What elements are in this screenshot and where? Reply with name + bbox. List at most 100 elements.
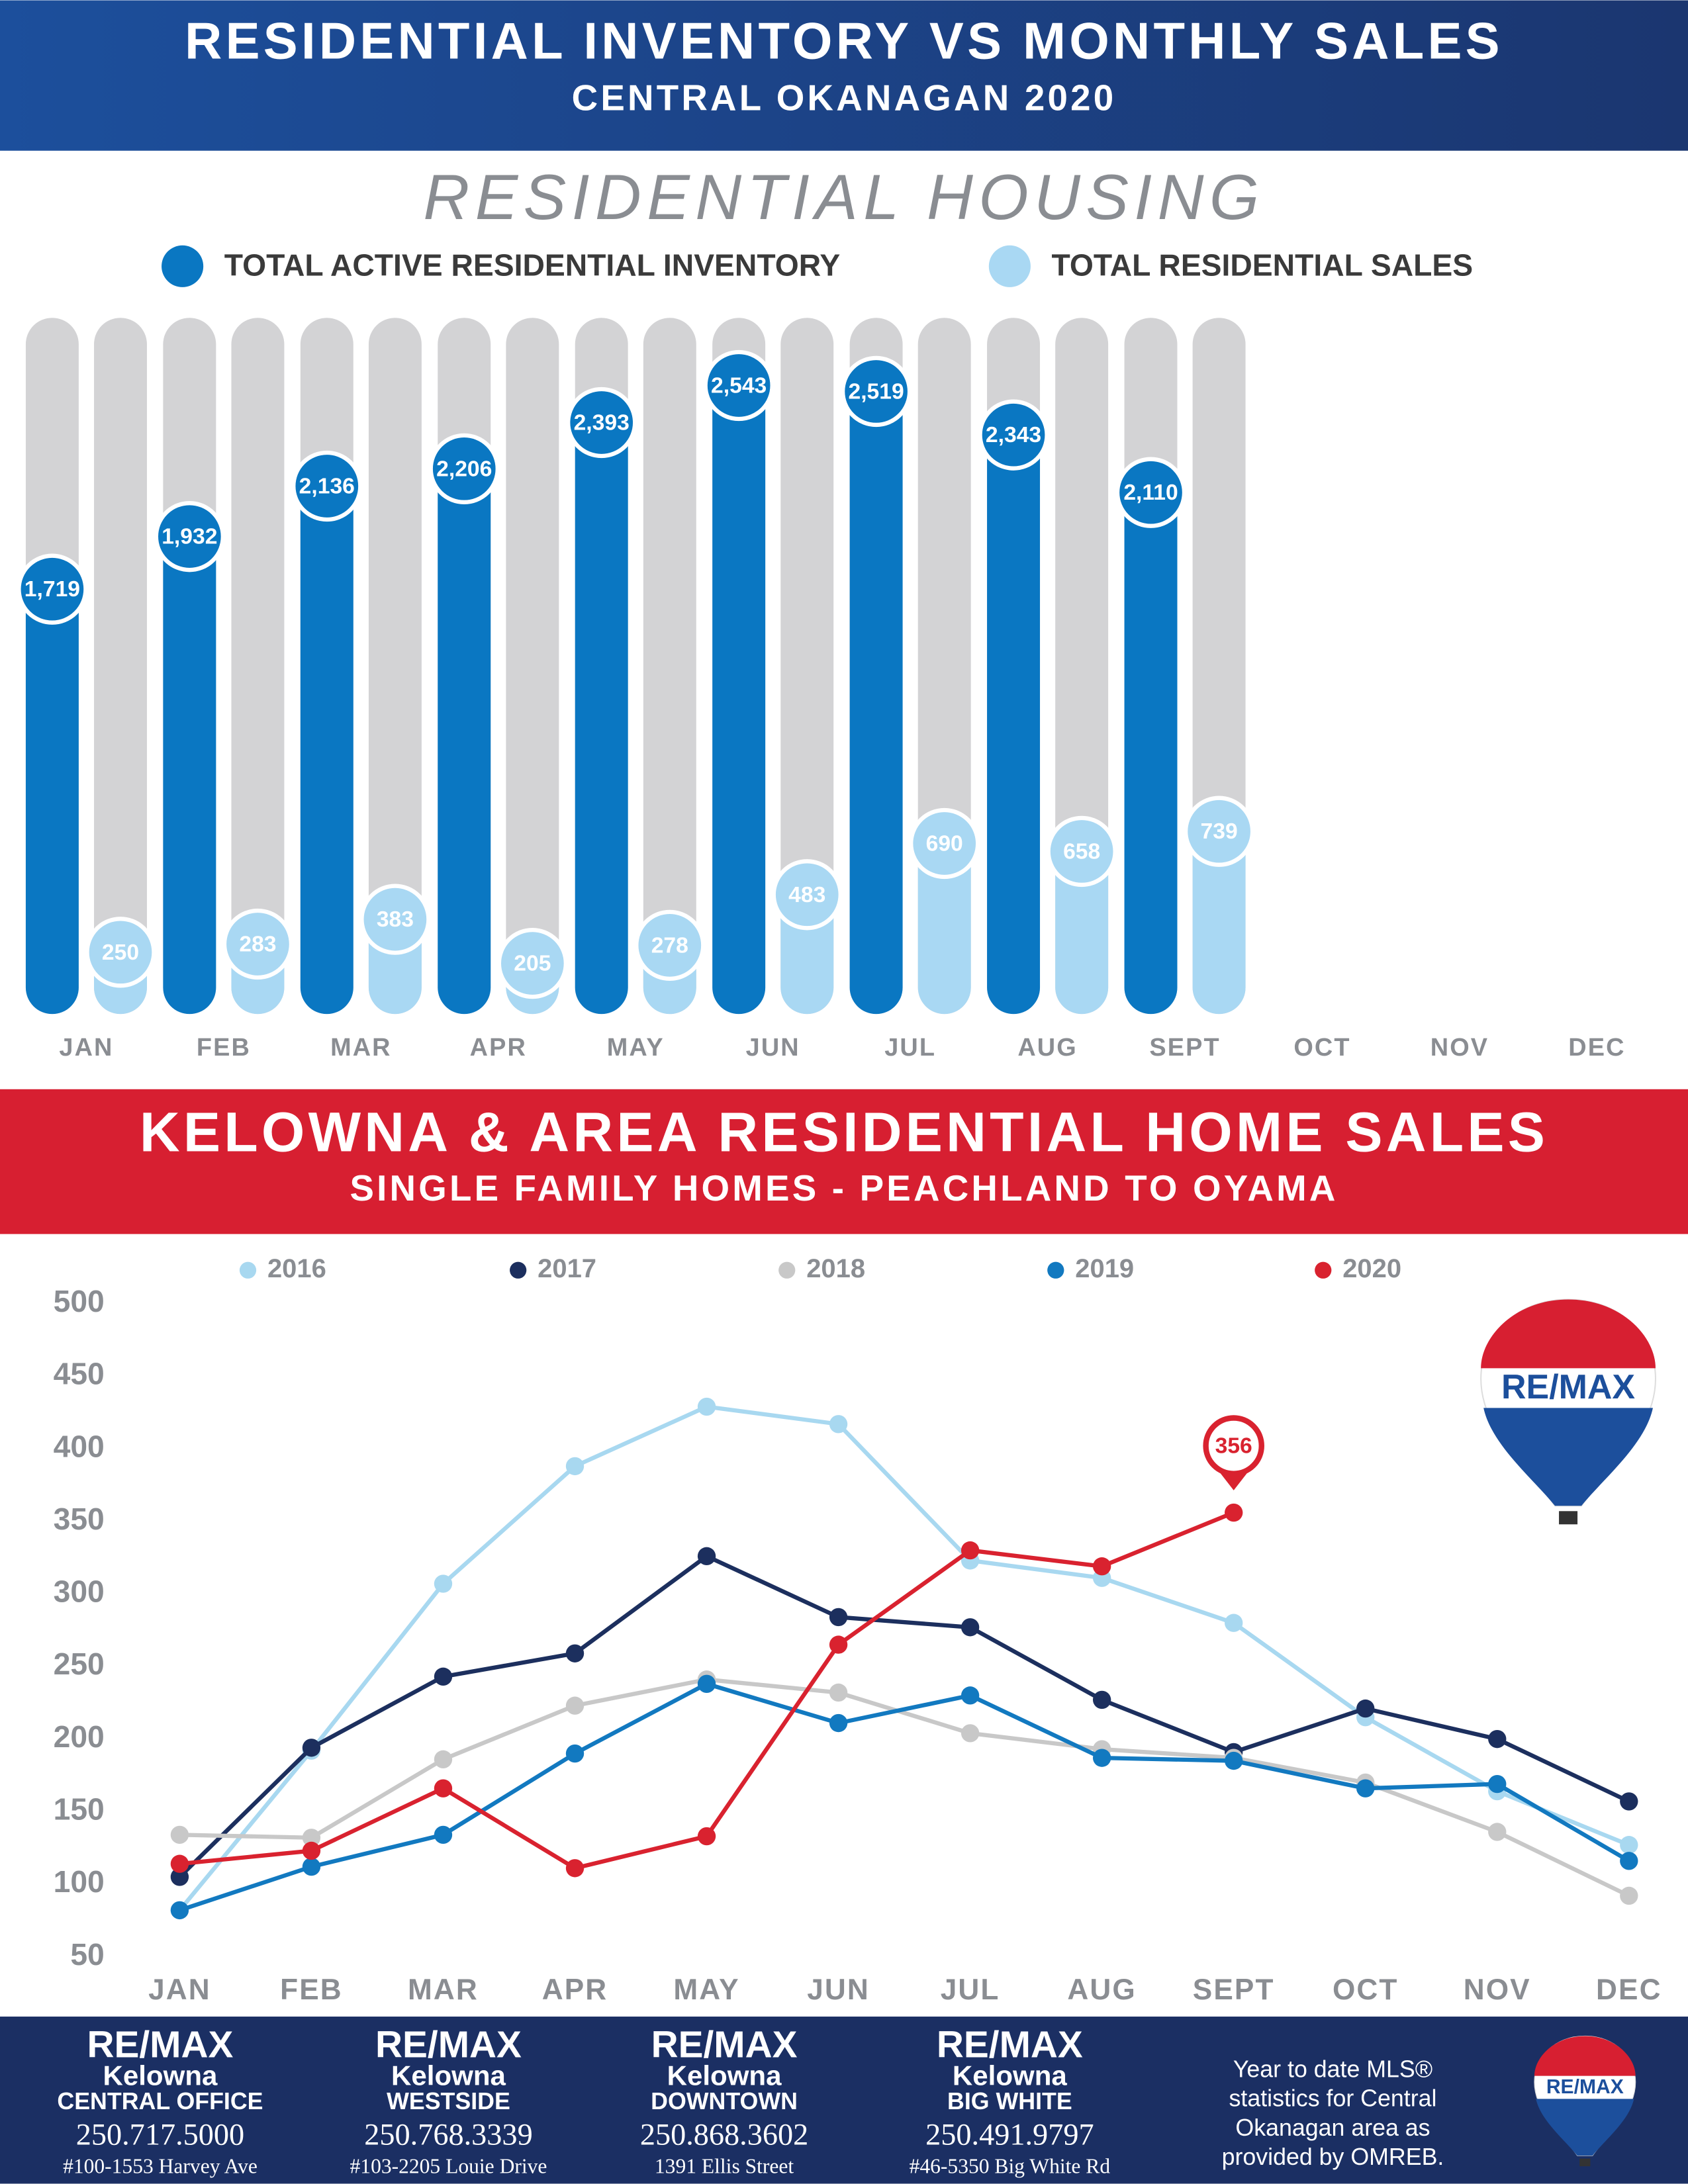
bar [1192,831,1246,1015]
x-tick-label: DEC [1596,1974,1662,2006]
series-line [177,1404,1630,1912]
legend-dot [778,1261,796,1279]
x-tick-label: AUG [1067,1974,1136,2006]
point [565,1859,585,1878]
point [697,1397,716,1416]
point [565,1644,585,1662]
page-title: RESIDENTIAL INVENTORY VS MONTHLY SALES [185,13,1503,69]
series-line [178,1553,1630,1879]
bar-cap [496,927,568,999]
y-tick-label: 100 [54,1864,105,1899]
point [1225,1503,1243,1522]
y-tick-label: 250 [54,1647,105,1681]
bar-cap [85,917,156,988]
office-brand: RE/MAX [87,2024,234,2066]
point [961,1618,980,1637]
footer-band [0,2017,1688,2184]
office-address: #100-1553 Harvey Ave [63,2155,258,2178]
footer-note: Year to date MLS® [1233,2056,1432,2083]
point [829,1635,848,1654]
office-name: BIG WHITE [947,2088,1072,2115]
bar [25,589,79,1015]
series-line [179,1677,1630,1898]
office-brand: RE/MAX [375,2024,522,2066]
value-label: 2,136 [299,474,355,498]
header-band [0,0,1688,151]
page-subtitle: CENTRAL OKANAGAN 2020 [572,77,1117,118]
chart-title: RESIDENTIAL HOUSING [423,161,1264,233]
x-tick-label: NOV [1430,1034,1489,1062]
y-tick-label: 200 [54,1719,105,1754]
value-label: 1,932 [162,525,217,549]
point [434,1667,453,1686]
bar-track [94,318,147,1015]
bar-cap [703,349,774,422]
point [434,1750,453,1769]
bar [438,469,491,1015]
logo-balloon: RE/MAX [1480,1298,1656,1525]
point [1488,1774,1507,1794]
point [302,1857,321,1876]
point [1620,1852,1638,1870]
point [829,1713,848,1733]
bar-cap [978,399,1049,471]
logo-text: RE/MAX [1546,2076,1624,2098]
office-name: WESTSIDE [387,2088,510,2115]
x-tick-label: FEB [280,1974,343,2006]
x-tick-label: JUL [941,1974,1000,2006]
legend-label: 2018 [806,1254,865,1283]
x-tick-label: JAN [148,1974,211,2006]
x-tick-label: JUN [807,1974,870,2006]
point [1488,1823,1507,1841]
y-tick-label: 50 [70,1937,104,1972]
x-tick-label: APR [542,1974,608,2006]
office-phone: 250.768.3339 [364,2118,532,2152]
bar [1124,492,1178,1015]
point [1620,1792,1638,1811]
value-label: 2,343 [986,423,1041,447]
value-label: 658 [1063,839,1100,864]
bar [1055,851,1109,1015]
x-tick-label: SEPT [1149,1034,1220,1062]
point [434,1779,453,1797]
point [1356,1779,1375,1797]
bar-track [231,318,285,1015]
value-label: 483 [788,883,825,907]
point [961,1541,980,1560]
y-tick-label: 150 [54,1792,105,1826]
x-tick-label: AUG [1017,1034,1077,1062]
value-label: 1,719 [24,577,80,602]
bar [712,385,766,1015]
office-city: Kelowna [667,2060,782,2091]
point [1092,1749,1111,1767]
bar-cap [909,807,980,880]
footer-note: Okanagan area as [1235,2115,1430,2141]
value-label: 690 [926,831,963,856]
bar [917,843,971,1015]
value-label: 283 [239,932,276,956]
legend-label: 2016 [267,1254,326,1283]
logo-balloon: RE/MAX [1534,2035,1636,2167]
legend-label: 2019 [1075,1254,1134,1283]
value-label: 278 [651,933,688,958]
x-tick-label: SEPT [1193,1974,1275,2006]
footer-note: provided by OMREB. [1222,2144,1444,2170]
logo-text: RE/MAX [1501,1368,1635,1406]
annotation-pin [1203,1415,1264,1477]
bar [300,486,353,1015]
bar-track [368,318,422,1015]
bar-cap [1115,457,1187,528]
series-line [179,1681,1630,1913]
legend-dot [988,245,1031,287]
value-label: 383 [377,907,414,932]
office-address: #46-5350 Big White Rd [910,2155,1111,2178]
x-tick-label: JAN [59,1034,113,1062]
point [565,1696,585,1715]
office-address: 1391 Ellis Street [655,2155,794,2178]
balloon-red [1534,2036,1636,2076]
bar-cap [359,884,431,955]
y-tick-label: 400 [54,1429,105,1463]
value-label: 2,110 [1123,480,1178,505]
x-tick-label: DEC [1568,1034,1625,1062]
x-tick-label: JUL [884,1034,936,1062]
